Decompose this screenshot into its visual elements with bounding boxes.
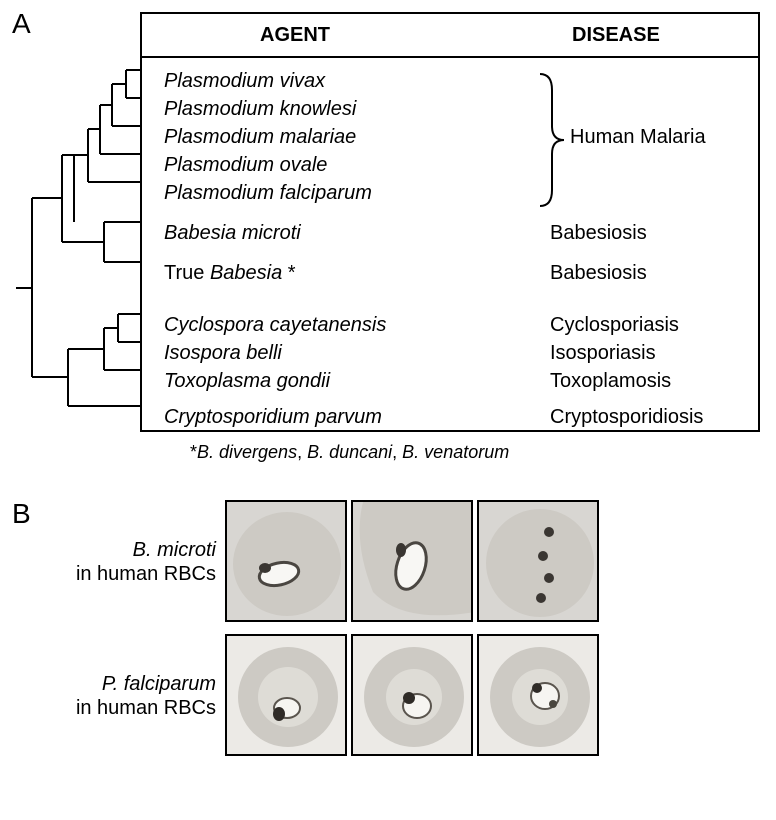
- footnote-sp3: B. venatorum: [402, 442, 509, 462]
- footnote-star: *: [190, 442, 197, 462]
- header-disease: DISEASE: [572, 24, 660, 47]
- disease-cryptosporidiosis: Cryptosporidiosis: [550, 406, 703, 429]
- agent-p-vivax: Plasmodium vivax: [164, 70, 325, 93]
- agent-i-belli: Isospora belli: [164, 342, 282, 365]
- footnote-true-babesia: *B. divergens, B. duncani, B. venatorum: [190, 442, 509, 463]
- row2-label: P. falciparum in human RBCs: [36, 672, 216, 720]
- agent-c-cayetanensis: Cyclospora cayetanensis: [164, 314, 386, 337]
- agent-b-microti: Babesia microti: [164, 222, 301, 245]
- cell-pf-1: [225, 634, 347, 756]
- row1-label: B. microti in human RBCs: [36, 538, 216, 586]
- row2-cells: [225, 634, 599, 756]
- phylogeny-tree: [8, 56, 140, 436]
- panel-a-label: A: [12, 8, 31, 40]
- disease-babesiosis-2: Babesiosis: [550, 262, 647, 285]
- header-divider: [142, 56, 758, 58]
- footnote-sep1: ,: [297, 442, 307, 462]
- cell-bm-1: [225, 500, 347, 622]
- row2-species: P. falciparum: [102, 673, 216, 695]
- agent-c-parvum: Cryptosporidium parvum: [164, 406, 382, 429]
- cell-bm-3: [477, 500, 599, 622]
- header-agent: AGENT: [260, 24, 330, 47]
- disease-cyclosporiasis: Cyclosporiasis: [550, 314, 679, 337]
- agent-t-gondii: Toxoplasma gondii: [164, 370, 330, 393]
- disease-babesiosis-1: Babesiosis: [550, 222, 647, 245]
- disease-toxoplamosis: Toxoplamosis: [550, 370, 671, 393]
- panel-b-label: B: [12, 498, 31, 530]
- cell-bm-2: [351, 500, 473, 622]
- agent-p-ovale: Plasmodium ovale: [164, 154, 327, 177]
- row1-cells: [225, 500, 599, 622]
- malaria-brace: [536, 70, 568, 210]
- cell-pf-3: [477, 634, 599, 756]
- cell-pf-2: [351, 634, 473, 756]
- panel-a-box: AGENT DISEASE Plasmodium vivax Plasmodiu…: [140, 12, 760, 432]
- footnote-sp1: B. divergens: [197, 442, 297, 462]
- agent-p-falciparum: Plasmodium falciparum: [164, 182, 372, 205]
- agent-p-knowlesi: Plasmodium knowlesi: [164, 98, 356, 121]
- agent-true-babesia: True Babesia *: [164, 262, 296, 285]
- row1-plain: in human RBCs: [76, 563, 216, 585]
- footnote-sp2: B. duncani: [307, 442, 392, 462]
- agent-p-malariae: Plasmodium malariae: [164, 126, 356, 149]
- disease-isosporiasis: Isosporiasis: [550, 342, 656, 365]
- disease-malaria: Human Malaria: [570, 126, 706, 149]
- row1-species: B. microti: [133, 539, 216, 561]
- row2-plain: in human RBCs: [76, 697, 216, 719]
- footnote-sep2: ,: [392, 442, 402, 462]
